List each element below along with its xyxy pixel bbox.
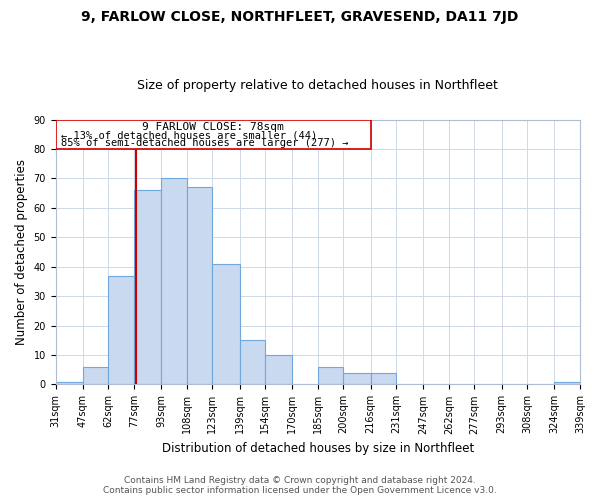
Bar (371, 372, 396, 384)
Bar (318, 367, 343, 384)
Y-axis label: Number of detached properties: Number of detached properties (15, 159, 28, 345)
Text: 9 FARLOW CLOSE: 78sqm: 9 FARLOW CLOSE: 78sqm (142, 122, 284, 132)
Bar (265, 355, 292, 384)
Title: Size of property relative to detached houses in Northfleet: Size of property relative to detached ho… (137, 79, 498, 92)
Bar (554, 382, 580, 384)
Text: Contains HM Land Registry data © Crown copyright and database right 2024.
Contai: Contains HM Land Registry data © Crown c… (103, 476, 497, 495)
Bar (212, 264, 239, 384)
Bar (134, 190, 161, 384)
Text: 85% of semi-detached houses are larger (277) →: 85% of semi-detached houses are larger (… (61, 138, 348, 148)
Bar (239, 340, 265, 384)
Bar (56, 382, 83, 384)
Bar (187, 187, 212, 384)
Text: ← 13% of detached houses are smaller (44): ← 13% of detached houses are smaller (44… (61, 130, 317, 140)
X-axis label: Distribution of detached houses by size in Northfleet: Distribution of detached houses by size … (162, 442, 474, 455)
Bar (56, 120, 371, 149)
Text: 9, FARLOW CLOSE, NORTHFLEET, GRAVESEND, DA11 7JD: 9, FARLOW CLOSE, NORTHFLEET, GRAVESEND, … (82, 10, 518, 24)
Bar (343, 372, 371, 384)
Bar (161, 178, 187, 384)
Bar (83, 367, 109, 384)
Bar (109, 276, 134, 384)
